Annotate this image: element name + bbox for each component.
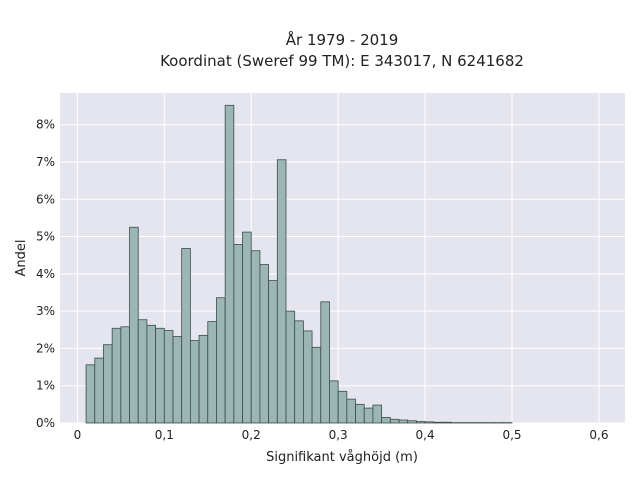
x-axis-ticks: 0 0,1 0,2 0,3 0,4 0,5 0,6 (74, 428, 609, 442)
histogram-bar (381, 417, 391, 424)
y-tick-label: 6% (36, 192, 55, 206)
x-tick-label: 0,3 (329, 428, 348, 442)
x-axis-label: Signifikant våghöjd (m) (266, 450, 418, 465)
histogram-bar (250, 250, 261, 424)
histogram-bar (224, 104, 235, 424)
histogram-bar (346, 398, 356, 424)
histogram-bar (389, 418, 400, 424)
histogram-bar (415, 421, 426, 424)
histogram-bar (407, 420, 417, 424)
histogram-bar (372, 404, 383, 424)
y-tick-label: 7% (36, 155, 55, 169)
chart-title-line-1: År 1979 - 2019 (286, 30, 399, 49)
x-tick-label: 0,5 (502, 428, 521, 442)
histogram-bar (268, 280, 278, 424)
histogram-bar (311, 346, 322, 424)
histogram-bar (294, 320, 304, 424)
histogram-bar (276, 159, 287, 424)
histogram-bar (329, 380, 339, 424)
y-tick-label: 0% (36, 416, 55, 430)
histogram-bar (337, 390, 348, 424)
x-tick-label: 0,2 (242, 428, 261, 442)
histogram-bar (103, 344, 113, 424)
histogram-bar (155, 327, 165, 424)
histogram-bar (111, 327, 122, 424)
y-tick-label: 4% (36, 267, 55, 281)
histogram-bar (129, 226, 139, 424)
y-axis-label: Andel (14, 240, 29, 277)
histogram-bar (233, 243, 243, 424)
histogram-bar (355, 403, 365, 424)
x-tick-label: 0,6 (589, 428, 608, 442)
chart-title-line-2: Koordinat (Sweref 99 TM): E 343017, N 62… (160, 52, 524, 70)
histogram-bar (442, 421, 452, 424)
y-tick-label: 3% (36, 304, 55, 318)
y-tick-label: 1% (36, 379, 55, 393)
histogram-bar (285, 310, 296, 424)
y-tick-label: 5% (36, 230, 55, 244)
histogram-bar (433, 421, 443, 424)
histogram-bar (398, 419, 409, 424)
histogram-bar (172, 336, 183, 424)
histogram-bar (163, 330, 174, 424)
histogram-bar (424, 421, 435, 424)
histogram-bar (242, 231, 252, 424)
histogram-bar (259, 264, 270, 424)
histogram-bar (363, 407, 374, 424)
histogram-bars (85, 104, 513, 424)
y-axis-ticks: 0% 1% 2% 3% 4% 5% 6% 7% 8% (36, 118, 55, 430)
histogram-bar (94, 357, 104, 424)
histogram-bar (198, 334, 209, 424)
histogram-bar (320, 301, 330, 424)
x-tick-label: 0 (74, 428, 82, 442)
histogram-bar (120, 326, 130, 424)
histogram-bar (189, 340, 200, 424)
histogram-bar (302, 330, 313, 424)
histogram-bar (137, 319, 148, 424)
histogram-bar (216, 297, 226, 424)
x-tick-label: 0,4 (416, 428, 435, 442)
histogram-bar (146, 324, 157, 424)
y-tick-label: 2% (36, 341, 55, 355)
histogram-bar (181, 248, 191, 424)
x-tick-label: 0,1 (155, 428, 174, 442)
histogram-bar (85, 364, 96, 424)
histogram-bar (207, 321, 217, 424)
y-tick-label: 8% (36, 118, 55, 132)
